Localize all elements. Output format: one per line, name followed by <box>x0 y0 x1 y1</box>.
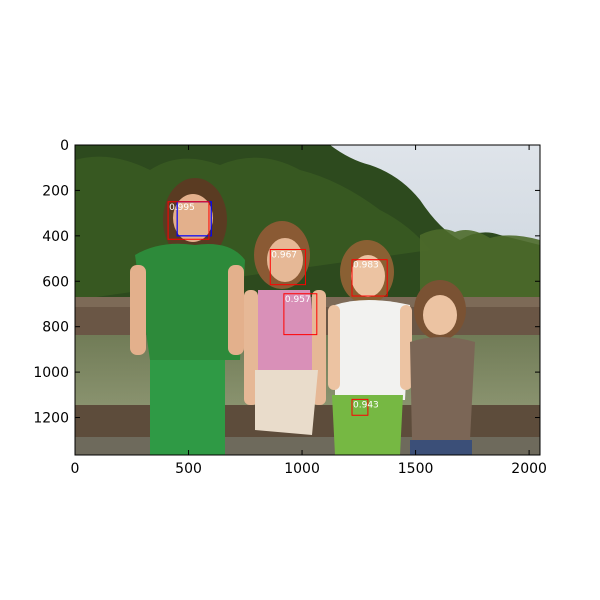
detection-box <box>269 248 306 286</box>
x-tick-label: 0 <box>71 461 80 477</box>
detection-boxes: 0.995 0.967 0.983 0.957 0.943 <box>167 201 388 416</box>
detection-box <box>283 293 318 336</box>
x-tick-label: 500 <box>175 461 202 477</box>
detection-box <box>351 398 369 416</box>
detection-score-label: 0.967 <box>271 250 297 260</box>
y-tick-label: 1200 <box>33 411 69 427</box>
y-tick-label: 800 <box>42 320 69 336</box>
axes-frame <box>74 144 541 456</box>
x-tick-label: 2000 <box>511 461 547 477</box>
detection-score-label: 0.957 <box>285 295 311 305</box>
photo <box>75 145 540 455</box>
x-tick-label: 1000 <box>284 461 320 477</box>
y-tick-label: 200 <box>42 183 69 199</box>
y-tick-label: 0 <box>60 138 69 154</box>
x-tick-label: 1500 <box>398 461 434 477</box>
detection-box <box>167 201 210 240</box>
detection-score-label: 0.943 <box>353 400 379 410</box>
y-tick-label: 400 <box>42 229 69 245</box>
detection-score-label: 0.995 <box>169 203 195 213</box>
y-tick-label: 600 <box>42 274 69 290</box>
detection-score-label: 0.983 <box>353 261 379 271</box>
y-tick-label: 1000 <box>33 365 69 381</box>
detection-box <box>351 259 388 297</box>
axis-ticks: 0 500 1000 1500 2000 0 200 400 600 800 1000 1200 <box>33 138 547 477</box>
